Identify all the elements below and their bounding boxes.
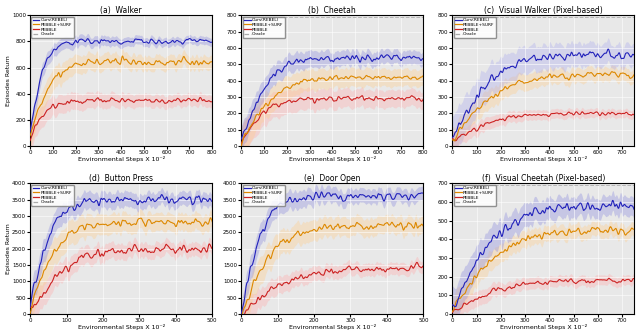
Legend: Ours(REBEL), PEBBLE+SURF, PEBBLE, Oracle: Ours(REBEL), PEBBLE+SURF, PEBBLE, Oracle bbox=[243, 185, 285, 206]
X-axis label: Environmental Steps X 10⁻²: Environmental Steps X 10⁻² bbox=[500, 157, 587, 162]
X-axis label: Environmental Steps X 10⁻²: Environmental Steps X 10⁻² bbox=[500, 325, 587, 330]
Title: (a)  Walker: (a) Walker bbox=[100, 6, 142, 14]
Y-axis label: Episodes Return: Episodes Return bbox=[6, 55, 10, 106]
Title: (f)  Visual Cheetah (Pixel-based): (f) Visual Cheetah (Pixel-based) bbox=[482, 174, 605, 182]
Y-axis label: Episodes Return: Episodes Return bbox=[6, 223, 10, 274]
Title: (c)  Visual Walker (Pixel-based): (c) Visual Walker (Pixel-based) bbox=[484, 6, 603, 14]
Legend: Ours(REBEL), PEBBLE+SURF, PEBBLE, Oracle: Ours(REBEL), PEBBLE+SURF, PEBBLE, Oracle bbox=[454, 185, 496, 206]
X-axis label: Environmental Steps X 10⁻²: Environmental Steps X 10⁻² bbox=[77, 325, 164, 330]
Legend: Ours(REBEL), PEBBLE+SURF, PEBBLE, Oracle: Ours(REBEL), PEBBLE+SURF, PEBBLE, Oracle bbox=[243, 17, 285, 38]
Legend: Ours(REBEL), PEBBLE+SURF, PEBBLE, Oracle: Ours(REBEL), PEBBLE+SURF, PEBBLE, Oracle bbox=[31, 185, 74, 206]
Title: (d)  Button Press: (d) Button Press bbox=[89, 174, 153, 182]
X-axis label: Environmental Steps X 10⁻²: Environmental Steps X 10⁻² bbox=[289, 325, 376, 330]
Legend: Ours(REBEL), PEBBLE+SURF, PEBBLE, Oracle: Ours(REBEL), PEBBLE+SURF, PEBBLE, Oracle bbox=[454, 17, 496, 38]
X-axis label: Environmental Steps X 10⁻²: Environmental Steps X 10⁻² bbox=[77, 157, 164, 162]
Title: (b)  Cheetah: (b) Cheetah bbox=[308, 6, 356, 14]
X-axis label: Environmental Steps X 10⁻²: Environmental Steps X 10⁻² bbox=[289, 157, 376, 162]
Legend: Ours(REBEL), PEBBLE+SURF, PEBBLE, Oracle: Ours(REBEL), PEBBLE+SURF, PEBBLE, Oracle bbox=[31, 17, 74, 38]
Title: (e)  Door Open: (e) Door Open bbox=[304, 174, 360, 182]
